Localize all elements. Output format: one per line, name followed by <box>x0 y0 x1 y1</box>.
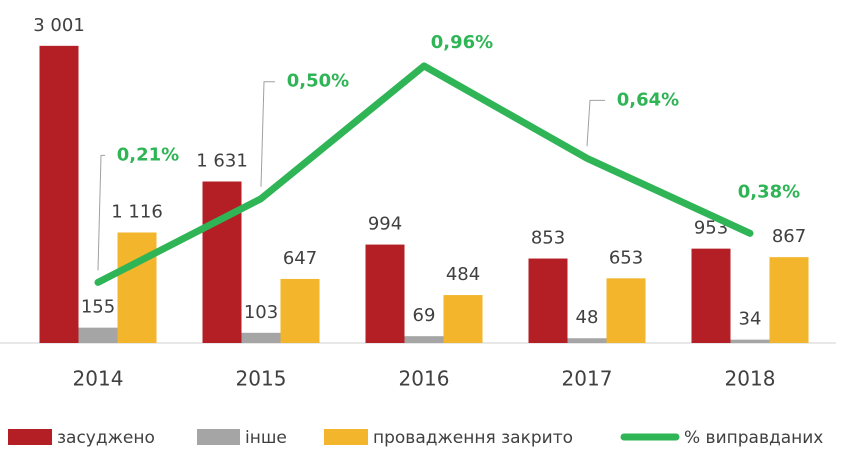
data-label: 1 116 <box>111 201 163 222</box>
data-label: 69 <box>413 305 436 326</box>
legend-label: засуджено <box>57 428 155 448</box>
bar <box>365 244 405 343</box>
legend-swatch <box>197 429 240 445</box>
legend-label: інше <box>245 428 287 448</box>
bar <box>117 232 157 343</box>
bar <box>691 248 731 343</box>
bar <box>730 339 770 343</box>
data-label: 0,64% <box>617 89 679 110</box>
bar <box>280 278 320 343</box>
leader-line <box>97 154 105 271</box>
data-label: 48 <box>576 307 599 328</box>
legend-swatch <box>324 429 368 445</box>
legend-swatch <box>8 429 52 445</box>
bar <box>202 181 242 343</box>
data-label: 103 <box>244 302 278 323</box>
data-label: 34 <box>739 309 762 330</box>
data-label: 3 001 <box>33 15 85 36</box>
leader-line <box>586 99 605 147</box>
line <box>94 62 754 286</box>
data-label: 0,50% <box>287 71 349 92</box>
bar <box>769 257 809 343</box>
bar <box>528 258 568 343</box>
x-tick-label: 2016 <box>399 367 450 391</box>
bar <box>78 327 118 343</box>
leader-line <box>260 81 275 187</box>
bar <box>404 336 444 343</box>
data-label: 0,21% <box>117 144 179 165</box>
bar <box>567 338 607 343</box>
x-tick-label: 2014 <box>73 367 124 391</box>
legend-label: провадження закрито <box>373 428 573 448</box>
bar <box>241 332 281 343</box>
x-tick-label: 2015 <box>236 367 287 391</box>
data-label: 647 <box>283 248 317 269</box>
data-label: 994 <box>368 214 402 235</box>
bar <box>443 295 483 343</box>
bar <box>606 278 646 343</box>
data-label: 484 <box>446 264 480 285</box>
x-tick-label: 2017 <box>562 367 613 391</box>
bar <box>39 45 79 343</box>
data-label: 853 <box>531 228 565 249</box>
data-label: 867 <box>772 226 806 247</box>
data-label: 653 <box>609 247 643 268</box>
data-label: 1 631 <box>196 150 248 171</box>
legend-label: % виправданих <box>684 428 823 448</box>
data-label: 0,96% <box>431 32 493 53</box>
x-tick-label: 2018 <box>725 367 776 391</box>
data-label: 155 <box>81 297 115 318</box>
data-label: 0,38% <box>738 181 800 202</box>
